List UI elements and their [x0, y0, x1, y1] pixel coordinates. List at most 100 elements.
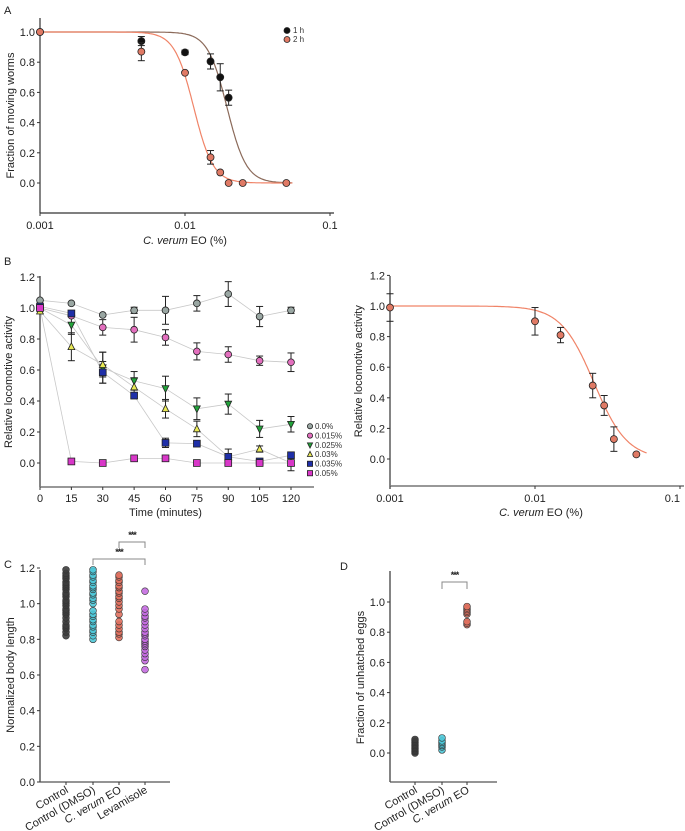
data-point	[255, 312, 264, 321]
y-tick-label: 0.6	[20, 670, 35, 682]
category-1	[438, 734, 446, 754]
data-point	[286, 420, 296, 430]
data-point	[206, 57, 215, 66]
data-point	[224, 93, 233, 102]
legend-label: 0.05%	[315, 469, 338, 478]
series-1h	[36, 28, 233, 106]
data-point	[216, 168, 225, 177]
x-tick-label-text: EO	[449, 784, 472, 804]
data-point	[609, 435, 618, 444]
y-tick-label: 0.4	[370, 393, 385, 405]
data-point	[193, 439, 201, 448]
data-point	[192, 405, 201, 414]
category-2	[115, 571, 123, 642]
data-point	[130, 454, 138, 463]
panel-b-dose: 0.0 0.2 0.4 0.6 0.8 1.0 1.2 0.001 0.01 0.1 C. veru…	[353, 270, 684, 519]
data-point	[181, 48, 189, 57]
y-tick-label: 0.6	[20, 87, 35, 99]
y-tick-label: 0.0	[370, 748, 385, 760]
data-point	[386, 303, 394, 312]
legend-marker	[306, 442, 314, 449]
data-point	[531, 317, 539, 326]
data-point	[463, 617, 471, 626]
data-point	[161, 439, 170, 447]
data-point	[115, 617, 123, 626]
legend-marker	[306, 423, 313, 430]
data-point	[255, 356, 264, 365]
y-tick-label: 1.0	[20, 303, 35, 315]
data-point	[67, 299, 76, 308]
data-point	[193, 459, 201, 467]
legend-marker	[283, 27, 291, 34]
data-point	[36, 28, 44, 36]
y-tick-label: 0.2	[20, 427, 35, 439]
data-point	[192, 424, 201, 433]
series-2h	[36, 28, 291, 187]
data-point	[98, 368, 107, 377]
bracket-line	[118, 541, 146, 548]
x-axis-title-italic: C. verum	[499, 507, 544, 519]
category-0	[62, 566, 70, 640]
category-1	[89, 566, 97, 644]
data-point	[36, 304, 44, 312]
significance-label: ***	[128, 530, 137, 540]
data-point	[130, 382, 139, 391]
bracket-line	[92, 558, 146, 565]
data-point	[161, 333, 170, 342]
data-point	[224, 350, 233, 359]
data-point	[224, 452, 233, 461]
series-0.015%	[99, 316, 295, 373]
data-point	[411, 735, 419, 744]
y-tick-label: 0.8	[20, 334, 35, 346]
legend-label: 2 h	[293, 35, 304, 44]
series-markers-0.015%	[36, 304, 295, 367]
legend: 1 h2 h	[283, 26, 304, 44]
data-point	[287, 358, 295, 367]
data-point	[67, 321, 76, 330]
data-point	[130, 325, 138, 334]
data-point	[98, 359, 107, 368]
legend-marker	[306, 432, 313, 439]
data-point	[161, 403, 170, 413]
y-tick-label: 0.8	[20, 57, 35, 69]
x-axis-title-rest: EO (%)	[188, 235, 227, 247]
x-tick-label: 15	[65, 493, 77, 505]
panel-letter: C	[4, 559, 12, 571]
data-point	[255, 444, 264, 453]
x-tick-label: 0.1	[665, 493, 680, 505]
data-point	[67, 309, 76, 318]
significance-label: ***	[451, 570, 460, 580]
y-tick-label: 0.4	[370, 688, 385, 700]
y-tick-label: 1.0	[370, 301, 385, 313]
significance-bracket: ***	[441, 570, 468, 589]
fit-curve-1h	[40, 31, 293, 184]
x-tick-label: 120	[282, 493, 300, 505]
significance-label: ***	[115, 547, 124, 557]
y-tick-label: 0.4	[20, 118, 35, 130]
x-tick-label: 0.01	[174, 220, 195, 232]
x-axis-title: C. verum EO (%)	[143, 235, 227, 247]
data-point	[130, 306, 138, 315]
x-tick-label: 0.01	[524, 493, 545, 505]
y-tick-label: 0.4	[20, 396, 35, 408]
y-tick-label: 1.2	[20, 272, 35, 284]
y-tick-label: 0.0	[20, 777, 35, 789]
data-point	[36, 296, 44, 305]
y-tick-label: 0.2	[370, 423, 385, 435]
panel-letter: B	[4, 256, 11, 268]
data-point	[255, 459, 264, 467]
data-point	[216, 73, 225, 82]
x-tick-label: 105	[250, 493, 268, 505]
data-point	[255, 425, 264, 434]
x-tick-label: 0.001	[26, 220, 54, 232]
legend-marker	[306, 470, 313, 477]
y-tick-label: 0.4	[20, 706, 35, 718]
y-tick-label: 0.6	[20, 365, 35, 377]
x-axis-title-italic: C. verum	[143, 235, 188, 247]
x-tick-label: 90	[222, 493, 234, 505]
data-point	[98, 311, 107, 319]
y-axis-title: Normalized body length	[5, 617, 17, 733]
y-tick-label: 0.6	[370, 362, 385, 374]
category-0	[411, 735, 419, 757]
